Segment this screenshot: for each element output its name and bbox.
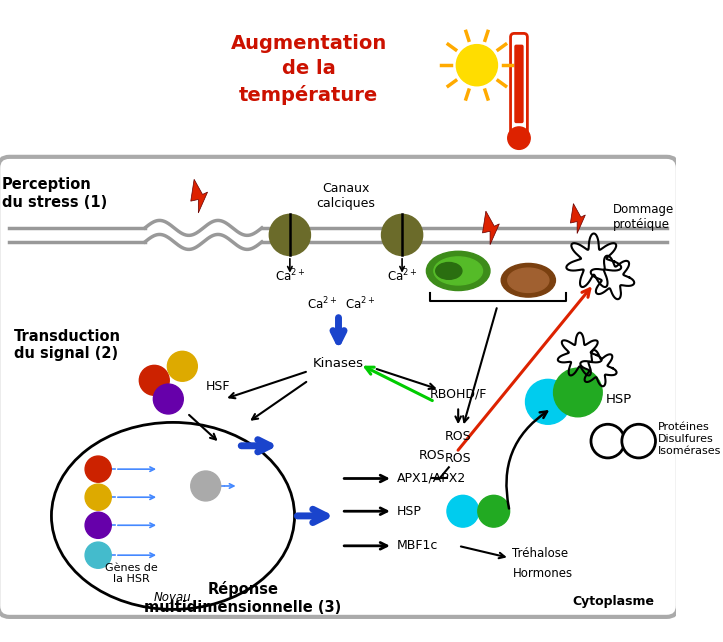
Text: HSF: HSF	[206, 380, 230, 394]
Text: Protéines
Disulfures
Isomérases: Protéines Disulfures Isomérases	[659, 422, 722, 456]
Text: Augmentation
de la
température: Augmentation de la température	[231, 34, 387, 105]
Circle shape	[153, 384, 183, 414]
Text: Dommage
protéique: Dommage protéique	[612, 203, 674, 230]
Circle shape	[478, 496, 510, 527]
Text: APX1/APX2: APX1/APX2	[396, 472, 466, 485]
Circle shape	[85, 484, 111, 510]
Ellipse shape	[434, 257, 482, 285]
Circle shape	[622, 424, 656, 458]
Text: ROS: ROS	[419, 449, 445, 462]
Circle shape	[382, 214, 423, 256]
Circle shape	[85, 456, 111, 482]
Circle shape	[168, 351, 197, 381]
Text: Perception
du stress (1): Perception du stress (1)	[2, 177, 107, 210]
Text: HSP: HSP	[396, 505, 422, 517]
Polygon shape	[570, 204, 586, 234]
Text: Réponse
multidimensionnelle (3): Réponse multidimensionnelle (3)	[145, 582, 342, 615]
Polygon shape	[482, 211, 500, 245]
Text: Hormones: Hormones	[513, 568, 573, 580]
Circle shape	[269, 214, 310, 256]
Ellipse shape	[436, 263, 462, 279]
Ellipse shape	[508, 268, 549, 292]
Text: Ca$^{2+}$: Ca$^{2+}$	[345, 296, 375, 313]
FancyBboxPatch shape	[0, 157, 678, 617]
Circle shape	[456, 45, 497, 86]
Text: MBF1c: MBF1c	[396, 539, 438, 552]
Circle shape	[85, 512, 111, 539]
Text: Transduction
du signal (2): Transduction du signal (2)	[14, 329, 121, 361]
Text: Gènes de
la HSR: Gènes de la HSR	[105, 562, 158, 584]
Text: Kinases: Kinases	[313, 357, 364, 370]
Text: Tréhalose: Tréhalose	[513, 547, 568, 560]
Text: Cytoplasme: Cytoplasme	[573, 595, 654, 609]
FancyBboxPatch shape	[514, 45, 523, 123]
Circle shape	[191, 471, 221, 501]
Circle shape	[447, 496, 479, 527]
Text: Ca$^{2+}$: Ca$^{2+}$	[387, 268, 417, 284]
Ellipse shape	[501, 263, 555, 297]
Text: Ca$^{2+}$: Ca$^{2+}$	[307, 296, 338, 313]
Circle shape	[526, 379, 570, 424]
Ellipse shape	[51, 422, 294, 609]
Text: RBOHD/F: RBOHD/F	[429, 388, 487, 401]
Text: HSP: HSP	[606, 392, 632, 406]
Circle shape	[140, 365, 169, 395]
Circle shape	[554, 368, 602, 417]
Circle shape	[85, 542, 111, 568]
Polygon shape	[191, 179, 208, 213]
Text: Noyau: Noyau	[154, 591, 192, 603]
Text: ROS: ROS	[445, 430, 471, 443]
FancyBboxPatch shape	[510, 33, 527, 134]
Text: ROS: ROS	[445, 453, 471, 465]
Circle shape	[508, 127, 530, 150]
Ellipse shape	[427, 251, 490, 291]
Circle shape	[591, 424, 625, 458]
Text: Ca$^{2+}$: Ca$^{2+}$	[275, 268, 305, 284]
Text: Canaux
calciques: Canaux calciques	[317, 182, 375, 210]
